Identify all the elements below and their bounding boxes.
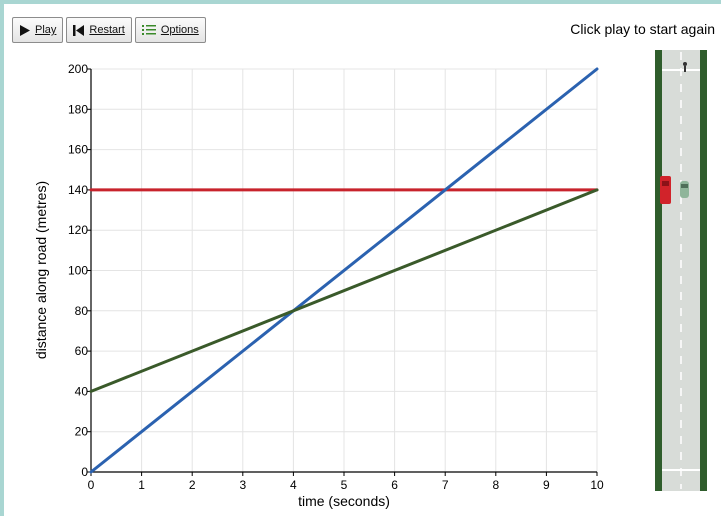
y-tick-label: 120: [68, 223, 88, 237]
play-icon: [20, 24, 30, 36]
y-tick-label: 180: [68, 102, 88, 116]
x-tick-label: 0: [88, 478, 95, 492]
y-tick-label: 200: [68, 62, 88, 76]
y-tick-label: 40: [75, 384, 89, 398]
x-tick-label: 10: [590, 478, 604, 492]
y-tick-label: 160: [68, 143, 88, 157]
x-tick-label: 1: [138, 478, 145, 492]
green-car-icon: [680, 181, 689, 198]
play-button-label: Play: [35, 24, 57, 36]
restart-button-label: Restart: [89, 24, 125, 36]
y-tick-label: 60: [75, 344, 89, 358]
blue-car-line: [89, 67, 599, 474]
road-verge-left: [655, 50, 662, 491]
x-tick-label: 5: [341, 478, 348, 492]
x-axis-label: time (seconds): [298, 493, 390, 509]
x-tick-label: 4: [290, 478, 297, 492]
toolbar: Play Restart Options: [12, 17, 206, 43]
y-tick-label: 140: [68, 183, 88, 197]
y-tick-label: 0: [81, 465, 88, 479]
series-lines: [89, 67, 599, 474]
green-car-line: [89, 188, 599, 393]
y-axis-label: distance along road (metres): [33, 181, 49, 359]
restart-button[interactable]: Restart: [66, 17, 132, 43]
options-button[interactable]: Options: [134, 17, 206, 43]
road-verge-right: [700, 50, 707, 491]
x-tick-label: 3: [239, 478, 246, 492]
x-tick-label: 7: [442, 478, 449, 492]
x-tick-label: 9: [543, 478, 550, 492]
red-car-icon: [660, 176, 671, 204]
x-tick-label: 8: [492, 478, 499, 492]
play-button[interactable]: Play: [12, 17, 64, 43]
restart-icon: [73, 24, 85, 36]
options-list-icon: [141, 25, 156, 35]
y-tick-label: 20: [75, 425, 89, 439]
y-tick-label: 80: [75, 304, 89, 318]
pedestrian-icon: [683, 62, 687, 72]
options-button-label: Options: [160, 24, 199, 36]
x-tick-label: 2: [189, 478, 196, 492]
y-tick-label: 100: [68, 264, 88, 278]
status-message: Click play to start again: [570, 21, 715, 37]
x-tick-label: 6: [391, 478, 398, 492]
